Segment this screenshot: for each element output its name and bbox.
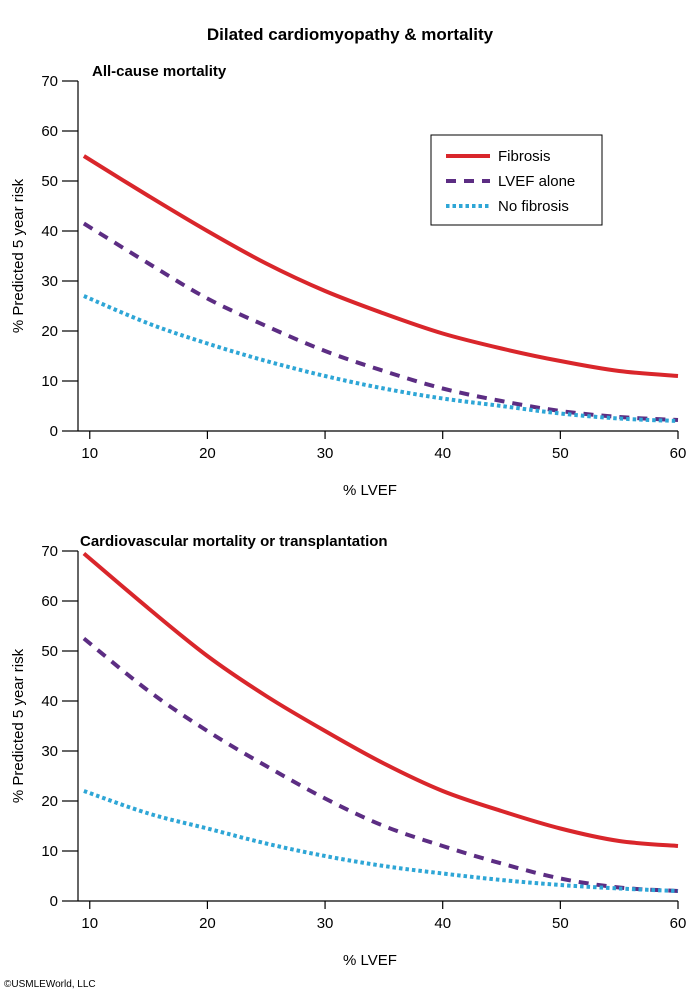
x-tick-label: 30 (317, 915, 334, 932)
x-tick-label: 50 (552, 915, 569, 932)
x-axis-label: % LVEF (343, 952, 397, 969)
y-tick-label: 30 (41, 273, 58, 290)
x-tick-label: 40 (434, 915, 451, 932)
panel-all-cause-mortality: All-cause mortality 0 10 20 30 40 50 60 70 10 20 30… (10, 63, 686, 499)
y-tick-label: 40 (41, 223, 58, 240)
x-tick-label: 20 (199, 445, 216, 462)
x-tick-label: 60 (670, 445, 687, 462)
panel-title: Cardiovascular mortality or transplantat… (80, 533, 388, 550)
legend-label: No fibrosis (498, 198, 569, 215)
y-tick-label: 10 (41, 373, 58, 390)
x-tick-label: 50 (552, 445, 569, 462)
x-tick-label: 40 (434, 445, 451, 462)
y-tick-label: 0 (50, 893, 58, 910)
series-line-fibrosis (82, 551, 679, 848)
x-axis-label: % LVEF (343, 482, 397, 499)
y-tick-label: 50 (41, 173, 58, 190)
y-tick-label: 10 (41, 843, 58, 860)
chart-title: Dilated cardiomyopathy & mortality (207, 25, 494, 44)
x-tick-label: 10 (81, 445, 98, 462)
series-line-no-fibrosis (83, 789, 679, 893)
y-tick-label: 50 (41, 643, 58, 660)
series-line-fibrosis (82, 154, 679, 378)
series-line-no-fibrosis (83, 294, 679, 423)
y-tick-label: 30 (41, 743, 58, 760)
panel-title: All-cause mortality (92, 63, 227, 80)
legend: Fibrosis LVEF alone No fibrosis (430, 134, 603, 226)
x-tick-label: 10 (81, 915, 98, 932)
y-axis-label: % Predicted 5 year risk (10, 648, 27, 803)
y-tick-label: 60 (41, 593, 58, 610)
legend-box (430, 134, 603, 226)
y-tick-label: 0 (50, 423, 58, 440)
y-tick-label: 20 (41, 323, 58, 340)
legend-label: Fibrosis (498, 148, 551, 165)
x-tick-label: 60 (670, 915, 687, 932)
x-tick-label: 20 (199, 915, 216, 932)
x-tick-label: 30 (317, 445, 334, 462)
y-tick-label: 40 (41, 693, 58, 710)
y-axis-label: % Predicted 5 year risk (10, 178, 27, 333)
series-line-lvef-alone (82, 636, 679, 893)
y-tick-label: 70 (41, 543, 58, 560)
legend-label: LVEF alone (498, 173, 575, 190)
copyright-text: ©USMLEWorld, LLC (4, 979, 96, 990)
y-tick-label: 20 (41, 793, 58, 810)
y-tick-label: 60 (41, 123, 58, 140)
y-tick-label: 70 (41, 73, 58, 90)
panel-cardiovascular-mortality: Cardiovascular mortality or transplantat… (10, 533, 686, 969)
series-line-lvef-alone (82, 221, 679, 422)
